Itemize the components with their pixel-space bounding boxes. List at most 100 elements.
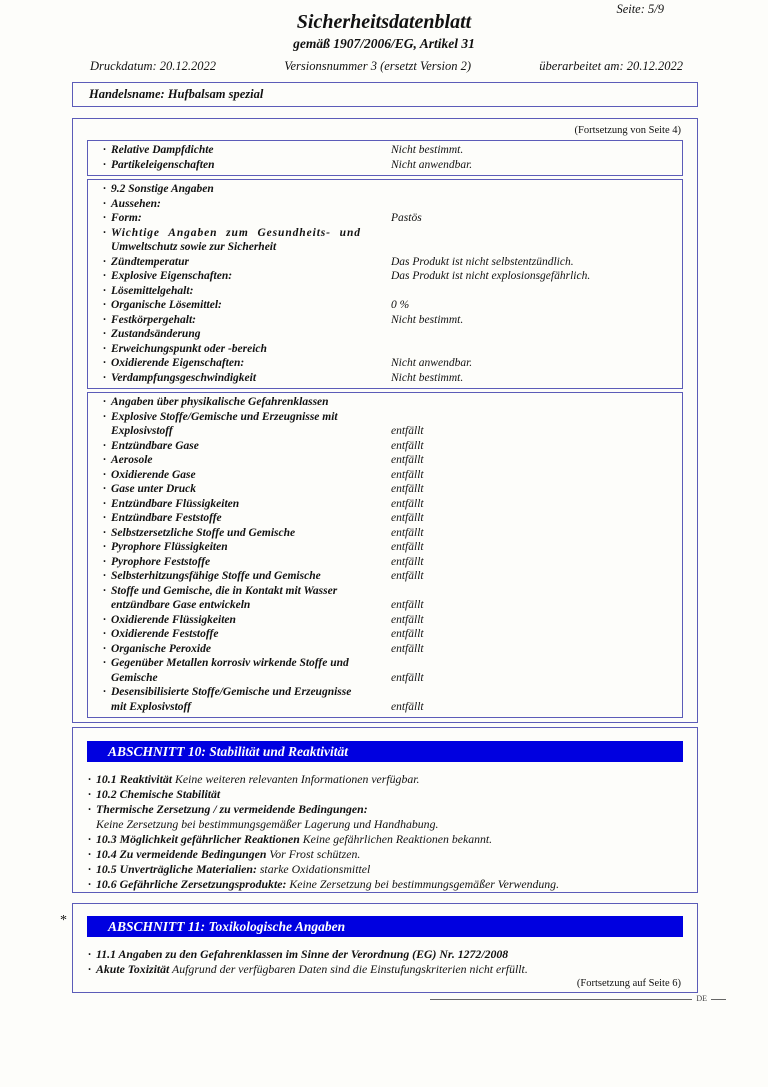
section-row: 10.1 Reaktivität Keine weiteren relevant… <box>73 772 697 787</box>
statement-text: Keine weiteren relevanten Informationen … <box>172 772 420 786</box>
property-row: Zündtemperatur Das Produkt ist nicht selb… <box>88 255 682 270</box>
property-label: Desensibilisierte Stoffe/Gemische und Er… <box>111 686 352 698</box>
property-row: Oxidierende Gase entfällt <box>88 468 682 483</box>
property-label: Zustandsänderung <box>111 328 201 340</box>
statement-label: 10.5 Unverträgliche Materialien: <box>96 862 257 876</box>
property-row: Erweichungspunkt oder -bereich <box>88 342 682 357</box>
property-label: Selbsterhitzungsfähige Stoffe und Gemisc… <box>111 570 321 582</box>
property-label: Aussehen: <box>111 197 161 210</box>
footer-line-left <box>430 998 693 1000</box>
property-row: Organische Lösemittel: 0 % <box>88 298 682 313</box>
property-label: Entzündbare Gase <box>111 439 199 452</box>
property-row: Form: Pastös <box>88 211 682 226</box>
version-info: Versionsnummer 3 (ersetzt Version 2) <box>284 59 472 73</box>
property-label: Form: <box>111 212 142 224</box>
property-label: Oxidierende Flüssigkeiten <box>111 613 236 626</box>
property-row-continued: entzündbare Gase entwickeln entfällt <box>88 598 682 613</box>
property-label: Umweltschutz sowie zur Sicherheit <box>111 241 277 253</box>
property-row: Explosive Stoffe/Gemische und Erzeugniss… <box>88 410 682 425</box>
trade-name-box: Handelsname: Hufbalsam spezial <box>72 82 698 107</box>
footer-line-right <box>711 998 726 1000</box>
property-value: entfällt <box>391 541 424 553</box>
property-value: entfällt <box>391 512 424 524</box>
property-label: Organische Peroxide <box>111 642 211 655</box>
property-label: Organische Lösemittel: <box>111 299 222 311</box>
property-label: Partikeleigenschaften <box>111 158 215 171</box>
section-row: 10.5 Unverträgliche Materialien: starke … <box>73 862 697 877</box>
statement-text: Keine gefährlichen Reaktionen bekannt. <box>299 832 493 846</box>
section-11-box: ABSCHNITT 11: Toxikologische Angaben 11.… <box>72 903 698 993</box>
property-row: Pyrophore Feststoffe entfällt <box>88 555 682 570</box>
property-table: 9.2 Sonstige Angaben Aussehen: Form: Pastös… <box>87 179 683 389</box>
property-row: Festkörpergehalt: Nicht bestimmt. <box>88 313 682 328</box>
property-label: Gegenüber Metallen korrosiv wirkende Sto… <box>111 657 349 669</box>
property-label: Explosive Stoffe/Gemische und Erzeugniss… <box>111 410 338 423</box>
property-label: Aerosole <box>111 454 153 466</box>
property-value: entfällt <box>391 642 424 655</box>
property-row: Selbsterhitzungsfähige Stoffe und Gemisc… <box>88 569 682 584</box>
property-value: Das Produkt ist nicht selbstentzündlich. <box>391 255 574 268</box>
property-value: entfällt <box>391 700 424 713</box>
property-label: Oxidierende Feststoffe <box>111 628 219 640</box>
property-label: Gemische <box>111 671 158 684</box>
language-footer: DE <box>430 995 726 1003</box>
property-label: Explosivstoff <box>111 425 173 437</box>
property-value: Nicht bestimmt. <box>391 313 464 326</box>
section-row: Akute Toxizität Aufgrund der verfügbaren… <box>73 962 697 977</box>
property-row: Pyrophore Flüssigkeiten entfällt <box>88 540 682 555</box>
section-10-rows: 10.1 Reaktivität Keine weiteren relevant… <box>73 772 697 892</box>
property-row: Angaben über physikalische Gefahrenklass… <box>88 395 682 410</box>
property-value: entfällt <box>391 570 424 582</box>
property-value: entfällt <box>391 425 424 437</box>
property-row: Desensibilisierte Stoffe/Gemische und Er… <box>88 685 682 700</box>
property-value: entfällt <box>391 483 424 495</box>
statement-label: 11.1 Angaben zu den Gefahrenklassen im S… <box>96 947 509 961</box>
property-label: Verdampfungsgeschwindigkeit <box>111 371 257 384</box>
property-value: Das Produkt ist nicht explosionsgefährli… <box>391 270 591 282</box>
property-label: Erweichungspunkt oder -bereich <box>111 342 267 355</box>
property-tables: Relative Dampfdichte Nicht bestimmt. Parti… <box>73 140 697 718</box>
property-label: Wichtige Angaben zum Gesundheits- und <box>111 226 361 239</box>
property-value: Nicht bestimmt. <box>391 371 464 384</box>
property-label: mit Explosivstoff <box>111 700 191 713</box>
document-subtitle: gemäß 1907/2006/EG, Artikel 31 <box>293 36 475 51</box>
statement-label: 10.6 Gefährliche Zersetzungsprodukte: <box>96 877 287 891</box>
property-label: entzündbare Gase entwickeln <box>111 599 251 611</box>
section-row: 10.2 Chemische Stabilität <box>73 787 697 802</box>
property-value: Nicht bestimmt. <box>391 144 464 156</box>
property-row: Entzündbare Feststoffe entfällt <box>88 511 682 526</box>
property-label: Pyrophore Flüssigkeiten <box>111 541 228 553</box>
property-label: Entzündbare Flüssigkeiten <box>111 497 240 510</box>
property-value: entfällt <box>391 613 424 626</box>
property-label: 9.2 Sonstige Angaben <box>111 183 214 195</box>
property-row-continued: Umweltschutz sowie zur Sicherheit <box>88 240 682 255</box>
property-label: Oxidierende Gase <box>111 468 196 481</box>
print-date: Druckdatum: 20.12.2022 <box>90 59 217 73</box>
property-value: Nicht anwendbar. <box>391 357 473 369</box>
property-value: entfällt <box>391 439 424 452</box>
language-code: DE <box>696 994 707 1003</box>
property-label: Zündtemperatur <box>111 255 189 268</box>
section-row: Thermische Zersetzung / zu vermeidende B… <box>73 802 697 817</box>
statement-text: Keine Zersetzung bei bestimmungsgemäßer … <box>286 877 560 891</box>
property-value: entfällt <box>391 628 424 640</box>
revision-date: überarbeitet am: 20.12.2022 <box>539 59 683 73</box>
property-label: Selbstzersetzliche Stoffe und Gemische <box>111 526 296 539</box>
property-label: Explosive Eigenschaften: <box>111 270 233 282</box>
section-row: 10.3 Möglichkeit gefährlicher Reaktionen… <box>73 832 697 847</box>
property-row: Selbstzersetzliche Stoffe und Gemische en… <box>88 526 682 541</box>
section-11-header-bar: ABSCHNITT 11: Toxikologische Angaben <box>87 916 683 937</box>
statement-label: 10.4 Zu vermeidende Bedingungen <box>96 847 267 861</box>
statement-text: Keine Zersetzung bei bestimmungsgemäßer … <box>96 817 439 831</box>
section-11-rows: 11.1 Angaben zu den Gefahrenklassen im S… <box>73 947 697 977</box>
property-row-continued: mit Explosivstoff entfällt <box>88 700 682 715</box>
property-label: Entzündbare Feststoffe <box>111 512 222 524</box>
continuation-to-note: (Fortsetzung auf Seite 6) <box>576 978 681 989</box>
statement-label: 10.1 Reaktivität <box>96 772 173 786</box>
property-row: Gegenüber Metallen korrosiv wirkende Sto… <box>88 656 682 671</box>
property-row: Explosive Eigenschaften: Das Produkt ist … <box>88 269 682 284</box>
property-table: Angaben über physikalische Gefahrenklass… <box>87 392 683 718</box>
physical-properties-box: (Fortsetzung von Seite 4) Relative Dampf… <box>72 118 698 723</box>
property-value: entfällt <box>391 599 424 611</box>
property-row: Entzündbare Flüssigkeiten entfällt <box>88 497 682 512</box>
